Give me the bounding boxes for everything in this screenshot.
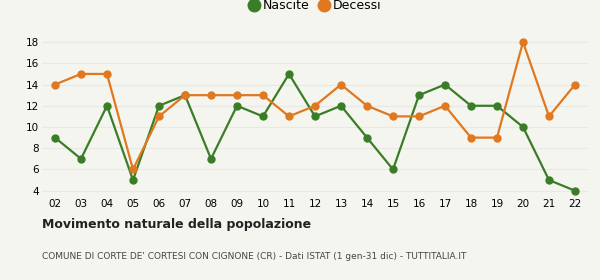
Decessi (208, 94, 215, 97)
Decessi (103, 72, 110, 76)
Decessi (442, 104, 449, 108)
Nascite (208, 157, 215, 160)
Decessi (337, 83, 344, 86)
Nascite (520, 125, 527, 129)
Nascite (155, 104, 163, 108)
Text: Movimento naturale della popolazione: Movimento naturale della popolazione (42, 218, 311, 231)
Nascite (52, 136, 59, 139)
Nascite (389, 168, 397, 171)
Decessi (155, 115, 163, 118)
Nascite (337, 104, 344, 108)
Nascite (181, 94, 188, 97)
Line: Nascite: Nascite (52, 71, 578, 194)
Decessi (364, 104, 371, 108)
Nascite (130, 178, 137, 182)
Decessi (77, 72, 85, 76)
Decessi (130, 168, 137, 171)
Nascite (233, 104, 241, 108)
Nascite (545, 178, 553, 182)
Decessi (545, 115, 553, 118)
Decessi (467, 136, 475, 139)
Text: COMUNE DI CORTE DE' CORTESI CON CIGNONE (CR) - Dati ISTAT (1 gen-31 dic) - TUTTI: COMUNE DI CORTE DE' CORTESI CON CIGNONE … (42, 252, 466, 261)
Decessi (259, 94, 266, 97)
Legend: Nascite, Decessi: Nascite, Decessi (244, 0, 386, 17)
Decessi (286, 115, 293, 118)
Decessi (415, 115, 422, 118)
Nascite (415, 94, 422, 97)
Nascite (493, 104, 500, 108)
Decessi (389, 115, 397, 118)
Decessi (181, 94, 188, 97)
Line: Decessi: Decessi (52, 39, 578, 173)
Decessi (571, 83, 578, 86)
Decessi (311, 104, 319, 108)
Decessi (52, 83, 59, 86)
Nascite (364, 136, 371, 139)
Decessi (233, 94, 241, 97)
Nascite (77, 157, 85, 160)
Decessi (493, 136, 500, 139)
Nascite (311, 115, 319, 118)
Nascite (467, 104, 475, 108)
Nascite (571, 189, 578, 192)
Nascite (103, 104, 110, 108)
Nascite (286, 72, 293, 76)
Nascite (442, 83, 449, 86)
Decessi (520, 40, 527, 44)
Nascite (259, 115, 266, 118)
